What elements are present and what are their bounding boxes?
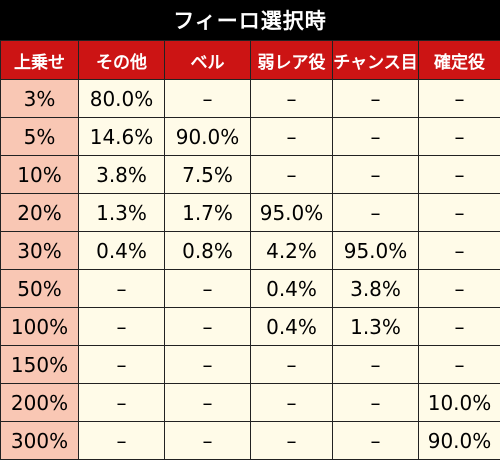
value-cell: – bbox=[250, 421, 333, 460]
value-cell: 95.0% bbox=[250, 193, 333, 232]
header-cell-uwanose: 上乗せ bbox=[0, 40, 79, 80]
value-cell: – bbox=[332, 383, 419, 422]
header-cell-sonota: その他 bbox=[78, 40, 165, 80]
row-label-cell: 10% bbox=[0, 155, 79, 194]
row-label-cell: 200% bbox=[0, 383, 79, 422]
header-cell-chance-me: チャンス目 bbox=[332, 40, 419, 80]
table-row: 10% 3.8% 7.5% – – – bbox=[0, 155, 500, 194]
value-cell: – bbox=[418, 231, 500, 270]
row-label-cell: 20% bbox=[0, 193, 79, 232]
table-row: 100% – –0.4% 1.3% – bbox=[0, 307, 500, 346]
value-cell: – bbox=[78, 269, 165, 308]
probability-table: 上乗せ その他 ベル 弱レア役 チャンス目 確定役 3% 80.0% – – – –5% 1… bbox=[0, 40, 500, 460]
value-cell: – bbox=[164, 269, 251, 308]
table-row: 20% 1.3% 1.7% 95.0% – – bbox=[0, 193, 500, 232]
value-cell: – bbox=[418, 117, 500, 156]
value-cell: – bbox=[332, 421, 419, 460]
value-cell: – bbox=[250, 345, 333, 384]
row-label-cell: 5% bbox=[0, 117, 79, 156]
value-cell: 4.2% bbox=[250, 231, 333, 270]
value-cell: 90.0% bbox=[418, 421, 500, 460]
value-cell: – bbox=[78, 345, 165, 384]
value-cell: – bbox=[164, 307, 251, 346]
value-cell: 1.7% bbox=[164, 193, 251, 232]
value-cell: 1.3% bbox=[332, 307, 419, 346]
value-cell: – bbox=[332, 117, 419, 156]
value-cell: 0.4% bbox=[250, 269, 333, 308]
value-cell: 95.0% bbox=[332, 231, 419, 270]
value-cell: 14.6% bbox=[78, 117, 165, 156]
value-cell: – bbox=[164, 383, 251, 422]
row-label-cell: 300% bbox=[0, 421, 79, 460]
value-cell: – bbox=[250, 155, 333, 194]
value-cell: 7.5% bbox=[164, 155, 251, 194]
table-row: 5% 14.6% 90.0% – – – bbox=[0, 117, 500, 156]
row-label-cell: 30% bbox=[0, 231, 79, 270]
value-cell: – bbox=[164, 345, 251, 384]
header-cell-kakuteiyaku: 確定役 bbox=[418, 40, 500, 80]
value-cell: 0.8% bbox=[164, 231, 251, 270]
value-cell: – bbox=[332, 345, 419, 384]
table-row: 300% – – – –90.0% bbox=[0, 421, 500, 460]
table-title: フィーロ選択時 bbox=[0, 0, 500, 40]
value-cell: – bbox=[164, 421, 251, 460]
value-cell: – bbox=[418, 193, 500, 232]
table-row: 200% – – – –10.0% bbox=[0, 383, 500, 422]
value-cell: 1.3% bbox=[78, 193, 165, 232]
value-cell: – bbox=[332, 79, 419, 118]
value-cell: – bbox=[418, 79, 500, 118]
value-cell: – bbox=[250, 117, 333, 156]
row-label-cell: 3% bbox=[0, 79, 79, 118]
table-row: 150% – – – – – bbox=[0, 345, 500, 384]
value-cell: – bbox=[164, 79, 251, 118]
value-cell: 90.0% bbox=[164, 117, 251, 156]
value-cell: 3.8% bbox=[332, 269, 419, 308]
value-cell: 80.0% bbox=[78, 79, 165, 118]
row-label-cell: 100% bbox=[0, 307, 79, 346]
value-cell: – bbox=[78, 383, 165, 422]
table-row: 50% – –0.4% 3.8% – bbox=[0, 269, 500, 308]
header-cell-bell: ベル bbox=[164, 40, 251, 80]
header-row: 上乗せ その他 ベル 弱レア役 チャンス目 確定役 bbox=[0, 40, 500, 80]
header-cell-jakurare: 弱レア役 bbox=[250, 40, 333, 80]
value-cell: – bbox=[250, 383, 333, 422]
value-cell: – bbox=[78, 307, 165, 346]
value-cell: 0.4% bbox=[250, 307, 333, 346]
value-cell: 10.0% bbox=[418, 383, 500, 422]
value-cell: 3.8% bbox=[78, 155, 165, 194]
value-cell: – bbox=[332, 155, 419, 194]
value-cell: – bbox=[332, 193, 419, 232]
value-cell: – bbox=[78, 421, 165, 460]
row-label-cell: 50% bbox=[0, 269, 79, 308]
value-cell: – bbox=[418, 307, 500, 346]
value-cell: 0.4% bbox=[78, 231, 165, 270]
table-row: 30% 0.4% 0.8% 4.2% 95.0% – bbox=[0, 231, 500, 270]
row-label-cell: 150% bbox=[0, 345, 79, 384]
value-cell: – bbox=[418, 269, 500, 308]
value-cell: – bbox=[418, 155, 500, 194]
value-cell: – bbox=[418, 345, 500, 384]
table-row: 3% 80.0% – – – – bbox=[0, 79, 500, 118]
value-cell: – bbox=[250, 79, 333, 118]
